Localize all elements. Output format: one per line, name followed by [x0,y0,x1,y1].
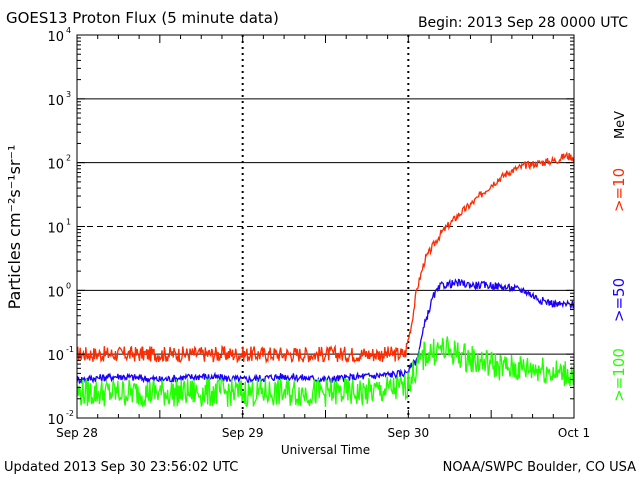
y-tick-label: 10 [47,158,64,173]
y-tick-label: 10 [47,413,64,428]
y-tick-label-exponent: 2 [66,154,71,163]
unit-label: MeV [613,111,628,139]
y-tick-label: 10 [47,349,64,364]
x-tick-label: Oct 1 [558,426,590,440]
series-legend-label-3: >=100 [610,348,628,402]
tick-layer [76,34,575,419]
series-line-2 [76,278,575,385]
series-legend-label-1: >=10 [610,168,628,212]
series-line-3 [76,336,575,408]
y-tick-label-exponent: 0 [66,281,71,290]
grid-layer [77,35,574,418]
y-tick-label: 10 [47,222,64,237]
series-layer [76,151,575,408]
begin-timestamp: Begin: 2013 Sep 28 0000 UTC [417,15,628,31]
y-axis-label: Particles cm⁻²s⁻¹sr⁻¹ [5,145,24,310]
credit-text: NOAA/SWPC Boulder, CO USA [442,460,636,475]
y-tick-label-exponent: -2 [66,409,74,418]
y-tick-label-exponent: 1 [66,218,71,227]
x-tick-label: Sep 29 [222,426,264,440]
series-legend-label-2: >=50 [610,278,628,322]
y-tick-label: 10 [47,285,64,300]
y-tick-label-exponent: -1 [66,345,74,354]
updated-timestamp: Updated 2013 Sep 30 23:56:02 UTC [4,460,239,475]
x-tick-label: Sep 30 [387,426,429,440]
x-tick-label: Sep 28 [56,426,98,440]
y-tick-label: 10 [47,30,64,45]
y-tick-label-exponent: 4 [66,26,71,35]
y-tick-label-exponent: 3 [66,90,71,99]
series-line-1 [76,151,575,365]
y-tick-label: 10 [47,94,64,109]
chart-title: GOES13 Proton Flux (5 minute data) [6,9,279,27]
x-axis-label: Universal Time [281,443,370,457]
